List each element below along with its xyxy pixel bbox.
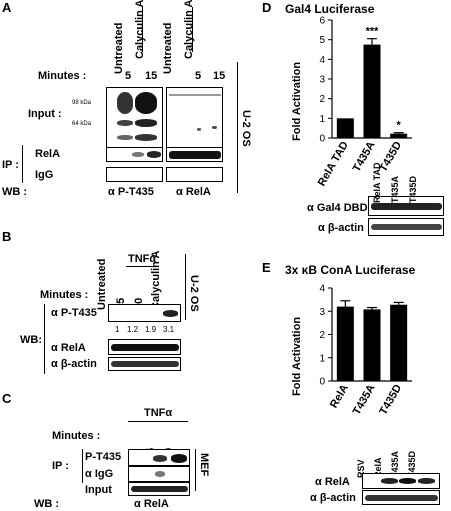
treatment-label: TNFα (128, 253, 157, 265)
minutes-value: 5 (125, 70, 132, 82)
row-label: α IgG (85, 468, 114, 480)
blot-input-pt435 (106, 87, 163, 149)
wb-antibody: α RelA (134, 498, 169, 510)
wb-label: WB : (2, 186, 28, 198)
y-tick-label: 1 (319, 353, 325, 364)
quant-value: 1 (115, 325, 120, 334)
wb-antibody: α P-T435 (108, 186, 154, 198)
bar (336, 118, 354, 138)
bracket-line (142, 7, 143, 52)
bracket-line (192, 7, 193, 52)
y-tick-label: 1 (319, 114, 325, 125)
row-label: α Gal4 DBD (307, 202, 368, 214)
treatment-bar (128, 421, 188, 422)
bar (363, 44, 381, 139)
row-label: P-T435 (85, 451, 122, 463)
row-label: α β-actin (310, 492, 356, 504)
row-label: Input (85, 484, 112, 496)
row-label: α P-T435 (51, 307, 97, 319)
ip-row-label: RelA (35, 148, 61, 160)
x-tick-label: T435D (377, 382, 404, 417)
y-tick-label: 0 (319, 134, 325, 145)
y-tick-label: 3 (319, 75, 325, 86)
minutes-value: 15 (213, 70, 226, 82)
y-tick-label: 5 (319, 35, 325, 46)
bar (336, 306, 354, 381)
cell-line-bar (237, 62, 238, 193)
blot-input (128, 482, 190, 496)
wb-antibody: α RelA (176, 186, 211, 198)
marker-64: 64 kDa (72, 121, 92, 127)
panel-letter-c: C (2, 391, 12, 406)
x-tick-label: RelA (328, 382, 351, 410)
bar (390, 133, 408, 138)
blot-ip-igg-rela (166, 167, 223, 182)
blot-rela (108, 339, 181, 355)
blot-ip-igg-pt435 (106, 167, 163, 182)
chart-title: Gal4 Luciferase (285, 2, 375, 16)
row-label: α RelA (51, 342, 86, 354)
y-tick-label: 3 (319, 307, 325, 318)
panel-letter-b: B (2, 229, 12, 244)
minutes-value: 15 (145, 70, 158, 82)
bar (363, 309, 381, 381)
divider (44, 304, 45, 374)
divider (82, 449, 83, 483)
blot-ip-rela-rela (166, 147, 223, 162)
x-tick-label: T435A (351, 382, 378, 417)
minutes-label: Minutes : (38, 70, 87, 82)
blot-gal4dbd (368, 196, 444, 216)
quant-value: 3.1 (163, 325, 175, 334)
blot-actin (108, 357, 181, 371)
y-tick-label: 4 (319, 284, 325, 295)
quant-value: 1.9 (145, 325, 157, 334)
ip-label: IP : (52, 460, 69, 472)
row-label: α β-actin (318, 222, 364, 234)
blot-rela (362, 473, 440, 489)
minutes-label: Minutes : (52, 430, 101, 442)
panel-letter-e: E (262, 260, 271, 275)
wb-label: WB : (34, 498, 60, 510)
blot-pt435 (108, 304, 181, 322)
y-tick-label: 0 (319, 377, 325, 388)
ip-row-label: IgG (35, 169, 54, 181)
y-tick-label: 2 (319, 94, 325, 105)
significance-mark: * (397, 120, 402, 132)
input-label: Input : (28, 108, 62, 120)
treatment-bar (126, 266, 156, 267)
blot-igg (128, 466, 190, 482)
blot-pt435 (128, 449, 190, 466)
marker-98: 98 kDa (72, 100, 92, 106)
cell-line-bar (195, 449, 196, 491)
y-tick-label: 2 (319, 330, 325, 341)
y-tick-label: 6 (319, 16, 325, 27)
treatment-label: TNFα (144, 407, 173, 419)
cell-line-bar (185, 254, 186, 320)
significance-mark: *** (366, 26, 380, 38)
y-tick-label: 4 (319, 55, 325, 66)
row-label: α RelA (315, 476, 350, 488)
minutes-value: 5 (195, 70, 202, 82)
bar (390, 304, 408, 381)
quant-value: 1.2 (127, 325, 139, 334)
panel-letter-a: A (2, 0, 12, 15)
chart-title: 3x κB ConA Luciferase (285, 263, 416, 277)
row-label: α β-actin (51, 358, 97, 370)
wb-label: WB: (20, 334, 42, 346)
divider (22, 145, 23, 183)
minutes-label: Minutes : (40, 289, 89, 301)
blot-actin (368, 218, 444, 236)
ip-label: IP : (2, 159, 19, 171)
blot-actin (362, 490, 440, 505)
blot-ip-rela-pt435 (106, 147, 163, 162)
panel-letter-d: D (262, 0, 272, 15)
